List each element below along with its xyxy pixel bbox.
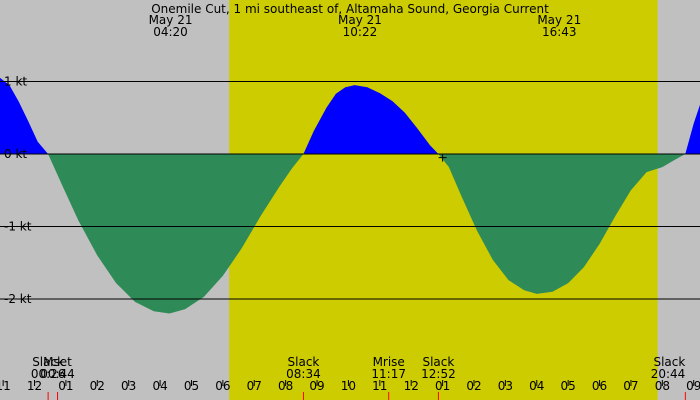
y-gridlines <box>0 81 700 300</box>
hour-tick-label: 04 <box>529 379 544 393</box>
hour-tick-label: 07 <box>623 379 638 393</box>
hour-tick-label: 05 <box>184 379 199 393</box>
hour-tick-label: 06 <box>215 379 230 393</box>
hour-tick-label: 12 <box>27 379 42 393</box>
y-axis-labels: 1 kt 0 kt -1 kt -2 kt <box>4 75 32 307</box>
hour-tick-label: 09 <box>686 379 700 393</box>
hour-tick-label: 10 <box>341 379 356 393</box>
date-label: May 21 <box>537 13 581 27</box>
hour-tick-label: 11 <box>0 379 11 393</box>
hour-tick-label: 11 <box>372 379 387 393</box>
event-time: 20:44 <box>651 367 686 381</box>
hour-tick-label: 09 <box>309 379 324 393</box>
hour-tick-label: 05 <box>561 379 576 393</box>
y-tick-label: 0 kt <box>4 147 27 161</box>
current-time-marker <box>438 153 447 162</box>
hour-axis: 11 12 01 02 03 04 05 06 07 08 09 10 11 12 01 02 03 04 05 06… <box>0 379 700 393</box>
event-name: Slack <box>288 355 320 369</box>
chart-title: Onemile Cut, 1 mi southeast of, Altamaha… <box>151 2 549 16</box>
hour-tick-label: 08 <box>655 379 670 393</box>
event-time: 11:17 <box>371 367 406 381</box>
hour-tick-label: 01 <box>58 379 73 393</box>
hour-tick-label: 03 <box>121 379 136 393</box>
flood-current-area <box>0 77 700 154</box>
hour-tick-label: 02 <box>90 379 105 393</box>
hour-tick-label: 01 <box>435 379 450 393</box>
event-name: Slack <box>653 355 685 369</box>
hour-tick-label: 08 <box>278 379 293 393</box>
date-label: May 21 <box>149 13 193 27</box>
hour-tick-label: 06 <box>592 379 607 393</box>
event-name: Mset <box>43 355 72 369</box>
event-name: Slack <box>32 355 64 369</box>
hour-tick-label: 12 <box>404 379 419 393</box>
event-labels: Slack00:26Mset00:44Slack08:34Mrise11:17S… <box>31 355 686 400</box>
hour-tick-label: 03 <box>498 379 513 393</box>
date-time-label: 10:22 <box>343 25 378 39</box>
event-time: 12:52 <box>421 367 456 381</box>
event-name: Slack <box>422 355 454 369</box>
hour-tick-label: 04 <box>152 379 167 393</box>
y-tick-label: -2 kt <box>4 292 32 306</box>
event-name: Mrise <box>373 355 405 369</box>
y-tick-label: -1 kt <box>4 220 32 234</box>
event-time: 00:44 <box>40 367 75 381</box>
hour-tick-label: 07 <box>247 379 262 393</box>
ebb-current-area <box>0 154 700 314</box>
event-time: 08:34 <box>286 367 321 381</box>
event-time: 00:26 <box>31 367 66 381</box>
y-tick-label: 1 kt <box>4 75 27 89</box>
date-time-label: 16:43 <box>542 25 577 39</box>
date-label: May 21 <box>338 13 382 27</box>
date-time-label: 04:20 <box>153 25 188 39</box>
hour-tick-label: 02 <box>466 379 481 393</box>
